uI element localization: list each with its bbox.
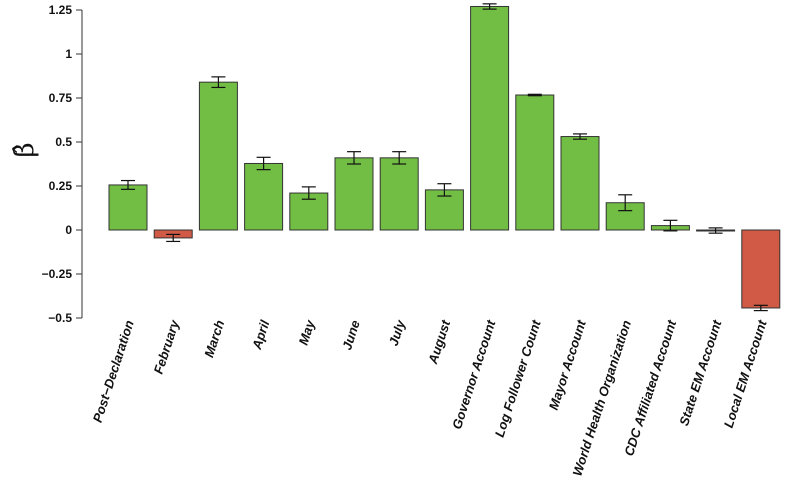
bar [244, 162, 284, 231]
x-category-label: Log Follower Count [492, 318, 544, 439]
x-axis-labels: Post−Declaration February March April May Jun… [90, 318, 770, 478]
x-category-label: Local EM Account [721, 318, 770, 430]
y-tick-label: 0.75 [49, 91, 73, 105]
x-category-label: May [296, 318, 318, 347]
y-axis: 1.25 1 0.75 0.5 0.25 0 −0.25 −0.5 [42, 3, 83, 325]
y-tick-label: −0.5 [48, 311, 72, 325]
x-category-label: February [151, 318, 183, 376]
bar [741, 229, 781, 309]
y-tick-label: −0.25 [42, 267, 73, 281]
y-tick-label: 0 [65, 223, 72, 237]
y-tick-label: 1.25 [49, 3, 73, 17]
bar [470, 5, 510, 231]
bar [379, 157, 419, 231]
x-category-label: CDC Affiliated Account [621, 318, 679, 458]
x-category-label: Mayor Account [546, 318, 589, 412]
y-tick-label: 0.25 [49, 179, 73, 193]
x-category-label: Governor Account [449, 318, 499, 431]
y-tick-label: 0.5 [55, 135, 72, 149]
bar [334, 157, 374, 231]
y-tick-label: 1 [65, 47, 72, 61]
x-category-label: Post−Declaration [90, 318, 137, 424]
bar [515, 94, 555, 231]
x-category-label: March [201, 318, 227, 359]
x-category-label: State EM Account [676, 318, 724, 428]
x-category-label: April [249, 318, 273, 352]
bar [289, 192, 329, 231]
y-axis-label: β̂ [10, 142, 40, 157]
bars [108, 3, 781, 312]
x-category-label: June [339, 318, 363, 351]
bar [198, 81, 238, 231]
x-category-label: August [425, 318, 454, 367]
bar [560, 136, 600, 231]
bar [108, 184, 148, 231]
x-category-label: July [386, 318, 409, 348]
